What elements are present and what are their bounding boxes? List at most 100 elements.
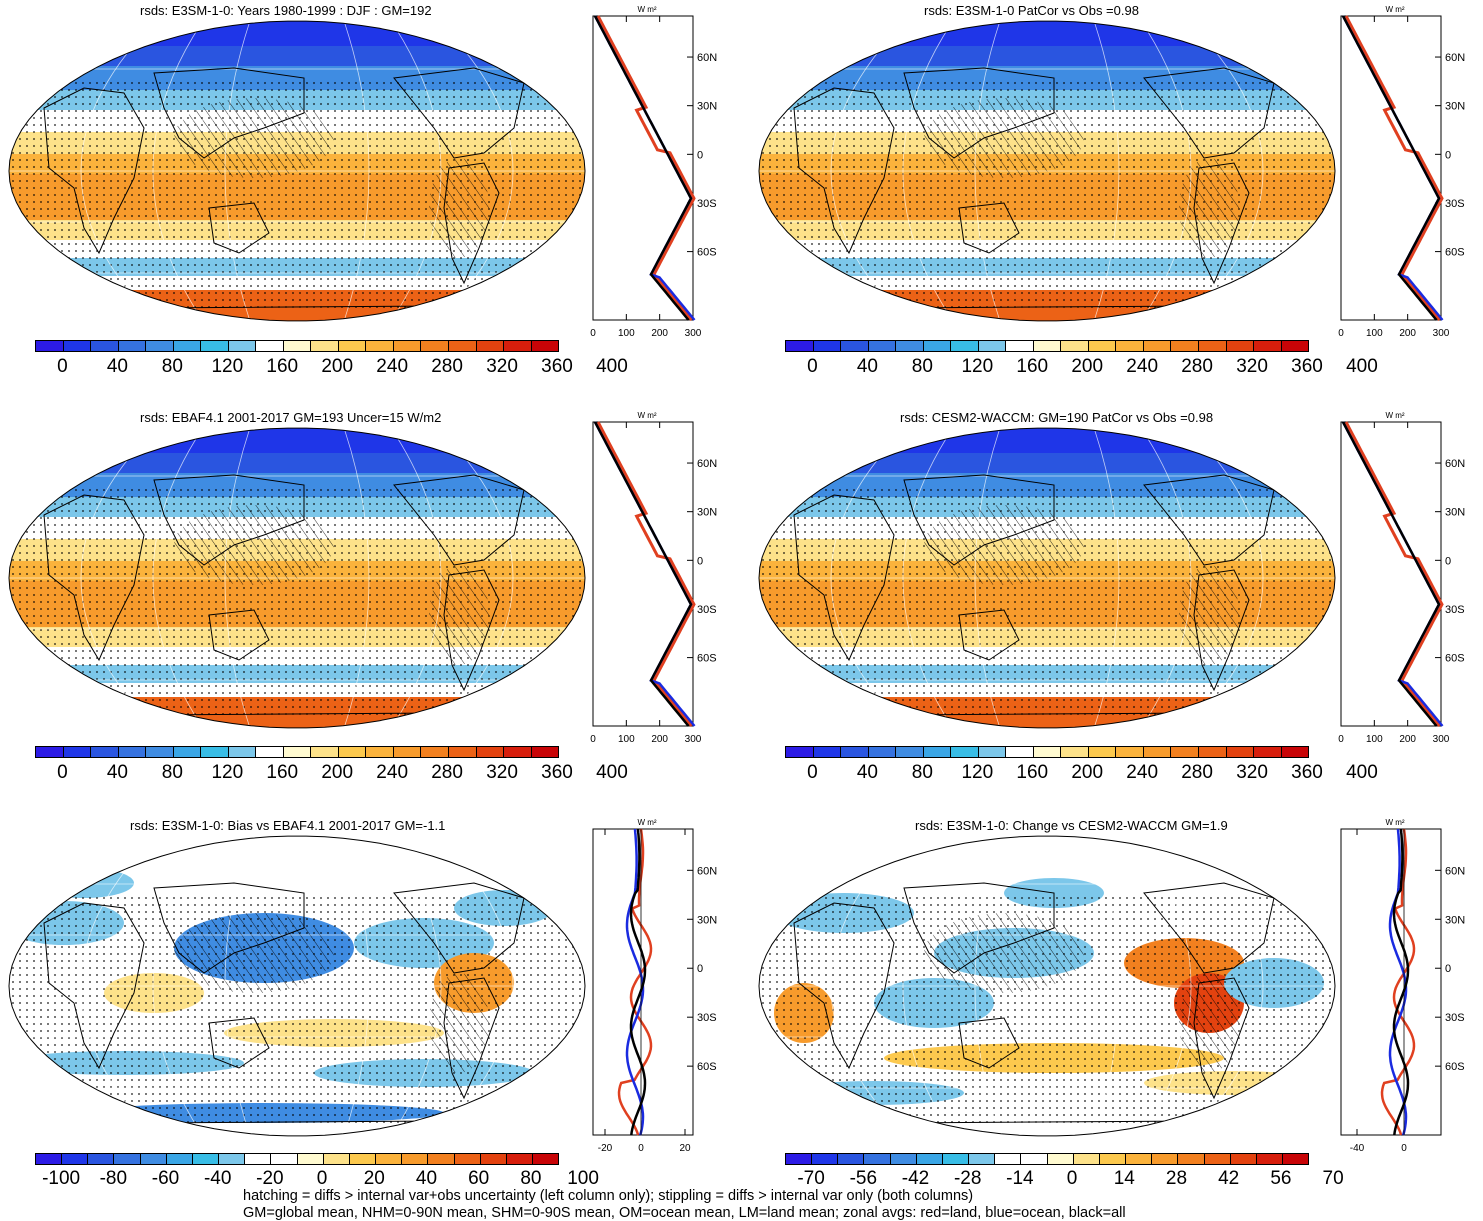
zonal-x-label: 100	[1366, 328, 1383, 339]
coastline	[1143, 882, 1275, 974]
graticule-line	[902, 23, 952, 319]
colorbar-tick-label: 120	[961, 356, 994, 377]
colorbar-swatch	[841, 747, 869, 757]
map-color-band	[9, 428, 585, 453]
colorbar-tick-label: 320	[1236, 356, 1268, 377]
zonal-y-label: 0	[1445, 555, 1451, 567]
colorbar-swatch	[36, 1154, 63, 1164]
zonal-y-label: 0	[1445, 963, 1451, 975]
colorbar-swatch	[62, 1154, 89, 1164]
zonal-y-label: 30S	[1445, 604, 1465, 616]
graticule-line	[224, 23, 250, 319]
colorbar-tick-label: 100	[567, 1168, 599, 1189]
colorbar-swatch	[480, 1154, 507, 1164]
colorbar-tick-label: 0	[57, 762, 68, 783]
colorbar-swatch	[338, 747, 367, 757]
colorbar-swatch	[283, 341, 312, 351]
map-robinson	[8, 835, 586, 1137]
zonal-x-label: 300	[1433, 734, 1450, 745]
zonal-plot-frame	[592, 828, 694, 1136]
colorbar-tick-label: 360	[1291, 762, 1323, 783]
colorbar-swatch	[338, 341, 367, 351]
colorbar-swatch	[201, 747, 229, 757]
coastline	[903, 67, 1055, 159]
coastline	[443, 977, 500, 1100]
hatching	[174, 913, 334, 993]
colorbar-swatch	[402, 1154, 429, 1164]
map-robinson	[8, 20, 586, 322]
colorbar-swatch	[1061, 747, 1089, 757]
panel-title: rsds: CESM2-WACCM: GM=190 PatCor vs Obs …	[900, 410, 1214, 425]
zonal-y-label: 60N	[697, 52, 717, 64]
colorbar-swatch	[1021, 1154, 1048, 1164]
colorbar-swatch	[283, 747, 312, 757]
colorbar-tick-label: -80	[99, 1168, 128, 1189]
colorbar-swatch	[201, 341, 229, 351]
zonal-x-label: 200	[651, 328, 668, 339]
colorbar-swatch	[1116, 341, 1144, 351]
colorbar-swatch	[1281, 341, 1309, 351]
zonal-y-label: 0	[697, 555, 703, 567]
zonal-curve	[629, 828, 647, 1136]
colorbar-swatch	[36, 341, 64, 351]
colorbar-tick-label: 0	[807, 356, 818, 377]
colorbar-swatch	[531, 747, 559, 757]
colorbar-swatch	[504, 341, 532, 351]
colorbar-swatch	[448, 341, 477, 351]
zonal-curve	[1392, 828, 1410, 1136]
colorbar-swatch	[506, 1154, 533, 1164]
graticule-line	[80, 430, 154, 726]
graticule-line	[152, 430, 202, 726]
colorbar-swatch	[454, 1154, 481, 1164]
graticule-line	[1190, 430, 1264, 726]
map-color-band	[759, 453, 1335, 473]
zonal-x-label: -20	[598, 1143, 613, 1154]
colorbar-swatch	[786, 1154, 813, 1164]
map-robinson	[758, 835, 1336, 1137]
map-color-band	[9, 453, 585, 473]
coastline	[208, 1017, 270, 1069]
zonal-y-label: 0	[697, 149, 703, 161]
zonal-units: W m²	[637, 5, 656, 14]
zonal-y-label: 60N	[1445, 52, 1465, 64]
colorbar-swatch	[1033, 341, 1062, 351]
coastline	[43, 87, 145, 255]
colorbar-tick-label: 360	[1291, 356, 1323, 377]
zonal-curve	[596, 421, 696, 727]
colorbar-swatch	[323, 1154, 350, 1164]
zonal-x-label: 100	[618, 734, 635, 745]
colorbar-tick-label: 320	[486, 356, 518, 377]
colorbar-swatch	[166, 1154, 193, 1164]
zonal-units: W m²	[637, 818, 656, 827]
graticule-line	[830, 430, 904, 726]
zonal-x-label: 0	[1338, 328, 1344, 339]
colorbar-tick-label: 280	[1181, 762, 1213, 783]
footer-line-1: hatching = diffs > internal var+obs unce…	[243, 1188, 974, 1204]
colorbar-swatch	[476, 747, 505, 757]
colorbar-swatch	[421, 747, 449, 757]
colorbar-tick-label: 80	[911, 762, 933, 783]
colorbar-tick-label: 160	[1016, 356, 1049, 377]
zonal-mean-plot: W m² 60N 30N 0 30S 60S -20 0 20	[592, 818, 717, 1154]
colorbar-tick-label: 40	[415, 1168, 438, 1189]
colorbar-swatch	[393, 747, 422, 757]
colorbar-tick-label: 56	[1270, 1168, 1292, 1189]
coastline	[958, 1017, 1020, 1069]
colorbar-swatch	[1116, 747, 1144, 757]
zonal-curve	[596, 15, 696, 321]
colorbar-swatch	[969, 1154, 996, 1164]
coastline	[1193, 977, 1250, 1100]
zonal-plot-frame	[1340, 828, 1442, 1136]
coastline	[793, 902, 895, 1070]
hatching	[429, 158, 489, 258]
graticule-line	[902, 430, 952, 726]
colorbar-swatch	[140, 1154, 167, 1164]
map-color-band	[759, 428, 1335, 453]
coastline	[443, 162, 500, 285]
hatching	[429, 565, 489, 665]
coastline	[793, 87, 895, 255]
graticule-line	[1094, 23, 1120, 319]
graticule-line	[974, 838, 1000, 1134]
colorbar-tick-label: 240	[1126, 762, 1159, 783]
coastline	[208, 202, 270, 254]
